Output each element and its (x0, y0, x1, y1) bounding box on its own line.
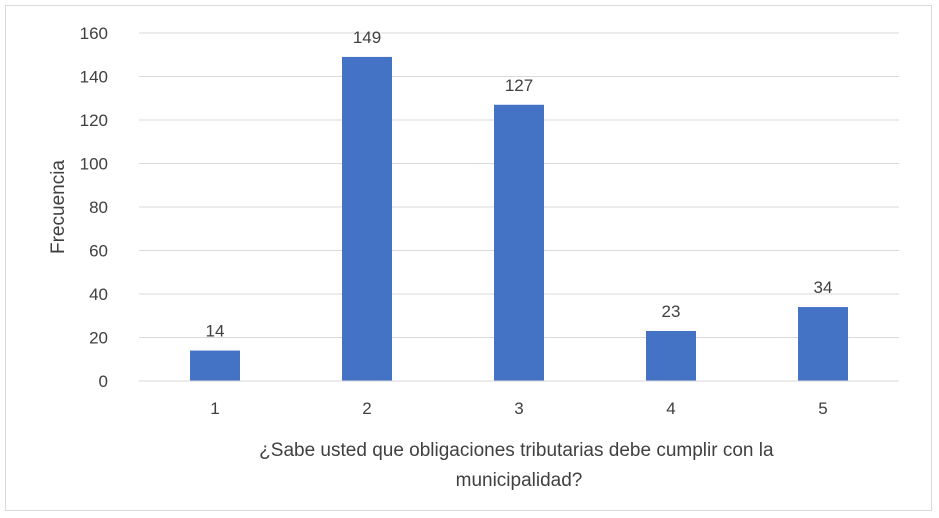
data-label-5: 34 (814, 278, 833, 297)
y-tick-label: 160 (80, 24, 108, 43)
x-tick-label: 2 (362, 399, 371, 418)
chart-frame (5, 5, 932, 511)
bar-3 (494, 104, 544, 382)
x-tick-label: 4 (666, 399, 675, 418)
y-tick-label: 120 (80, 111, 108, 130)
data-label-3: 127 (505, 76, 533, 95)
x-axis-title-line-2: municipalidad? (456, 470, 583, 491)
y-tick-label: 140 (80, 68, 108, 87)
x-tick-label: 5 (818, 399, 827, 418)
data-label-4: 23 (662, 302, 681, 321)
y-tick-label: 80 (89, 198, 108, 217)
x-tick-label: 3 (514, 399, 523, 418)
data-label-1: 14 (206, 322, 225, 341)
y-axis-ticks: 0 20 40 60 80 100 120 140 160 (80, 24, 108, 391)
data-labels: 14 149 127 23 34 (206, 28, 833, 341)
x-axis-ticks: 1 2 3 4 5 (210, 399, 827, 418)
y-tick-label: 100 (80, 155, 108, 174)
bar-5 (798, 307, 848, 381)
x-axis-title-line-1: ¿Sabe usted que obligaciones tributarias… (259, 440, 774, 461)
data-label-2: 149 (353, 28, 381, 47)
bars (190, 56, 848, 382)
bar-4 (646, 330, 696, 381)
x-axis-title: ¿Sabe usted que obligaciones tributarias… (259, 440, 779, 491)
y-tick-label: 20 (89, 329, 108, 348)
y-tick-label: 60 (89, 242, 108, 261)
x-tick-label: 1 (210, 399, 219, 418)
bar-1 (190, 350, 240, 381)
y-axis-title: Frecuencia (48, 160, 69, 254)
bar-2 (342, 56, 392, 382)
y-tick-label: 40 (89, 285, 108, 304)
y-tick-label: 0 (99, 372, 108, 391)
